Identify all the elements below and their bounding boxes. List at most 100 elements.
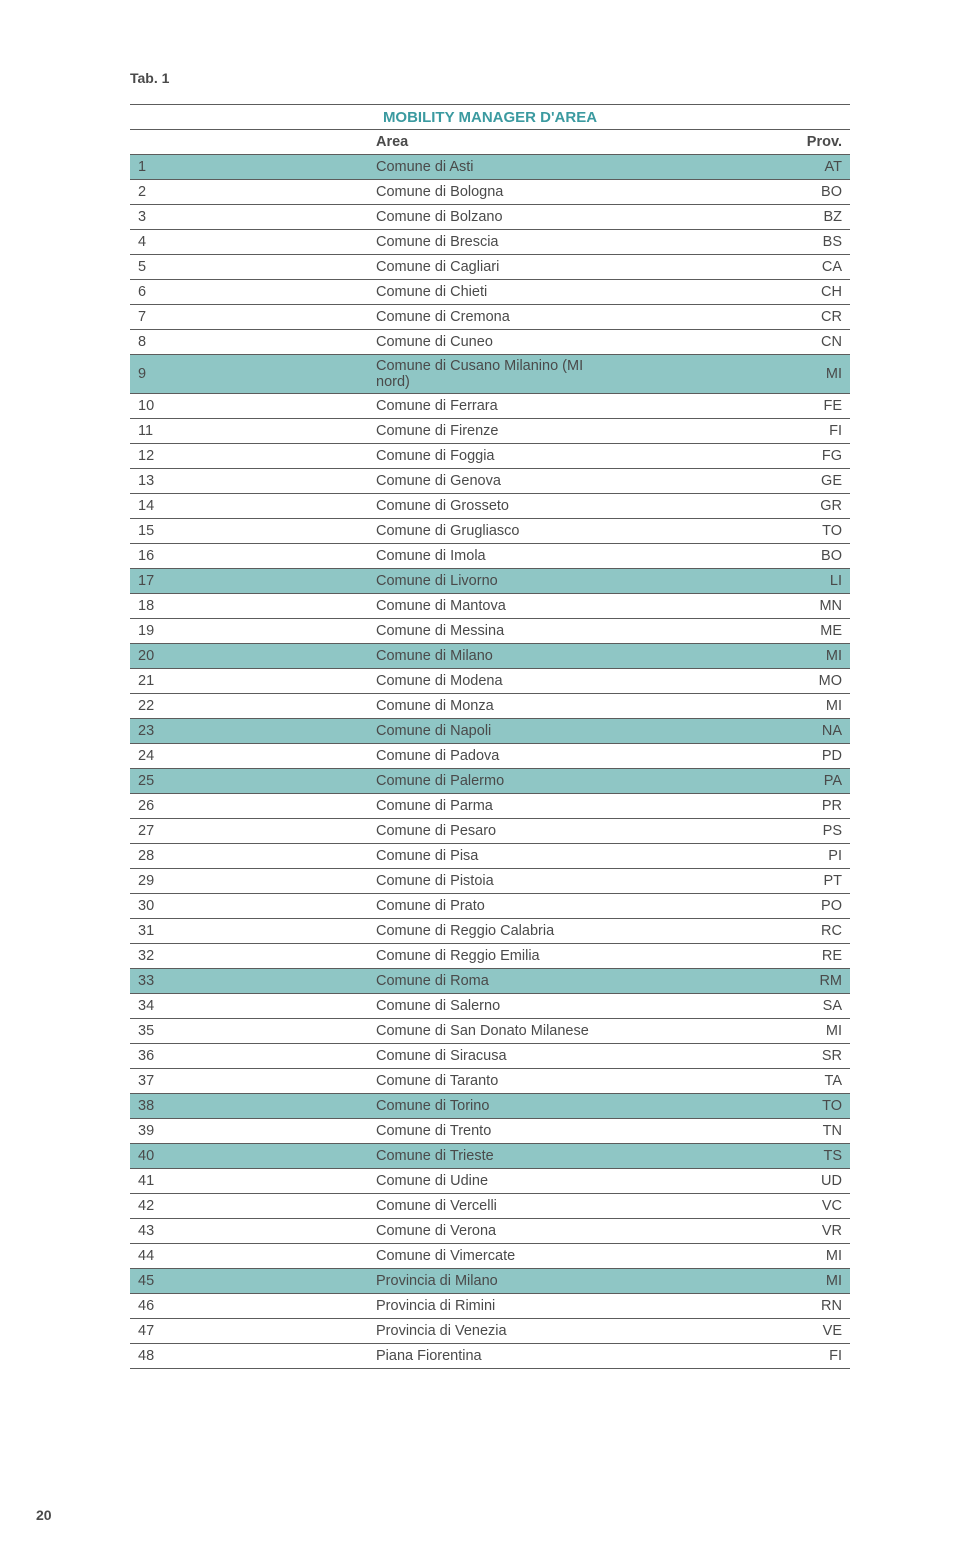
row-number: 32: [130, 944, 370, 969]
row-area: Comune di Asti: [370, 155, 610, 180]
row-prov: CA: [610, 255, 850, 280]
row-area: Comune di Cagliari: [370, 255, 610, 280]
row-prov: PO: [610, 894, 850, 919]
row-area: Comune di Cremona: [370, 305, 610, 330]
row-prov: TA: [610, 1069, 850, 1094]
row-number: 47: [130, 1319, 370, 1344]
table-row: 2Comune di BolognaBO: [130, 180, 850, 205]
row-number: 13: [130, 469, 370, 494]
row-area: Comune di Grugliasco: [370, 519, 610, 544]
row-number: 34: [130, 994, 370, 1019]
row-prov: PT: [610, 869, 850, 894]
row-number: 15: [130, 519, 370, 544]
table-row: 29Comune di PistoiaPT: [130, 869, 850, 894]
row-number: 31: [130, 919, 370, 944]
row-area: Comune di Roma: [370, 969, 610, 994]
row-number: 6: [130, 280, 370, 305]
col-header-prov: Prov.: [610, 130, 850, 155]
row-prov: TO: [610, 1094, 850, 1119]
row-area: Comune di Bologna: [370, 180, 610, 205]
row-prov: MI: [610, 1244, 850, 1269]
table-row: 4Comune di BresciaBS: [130, 230, 850, 255]
table-row: 48Piana FiorentinaFI: [130, 1344, 850, 1369]
row-number: 42: [130, 1194, 370, 1219]
row-number: 36: [130, 1044, 370, 1069]
row-area: Comune di Mantova: [370, 594, 610, 619]
row-prov: TN: [610, 1119, 850, 1144]
table-row: 39Comune di TrentoTN: [130, 1119, 850, 1144]
row-area: Comune di Trento: [370, 1119, 610, 1144]
row-number: 23: [130, 719, 370, 744]
row-prov: FG: [610, 444, 850, 469]
table-header-row: Area Prov.: [130, 130, 850, 155]
table-row: 21Comune di ModenaMO: [130, 669, 850, 694]
table-row: 1Comune di AstiAT: [130, 155, 850, 180]
row-prov: FI: [610, 419, 850, 444]
row-area: Provincia di Milano: [370, 1269, 610, 1294]
table-row: 13Comune di GenovaGE: [130, 469, 850, 494]
row-number: 40: [130, 1144, 370, 1169]
row-prov: RM: [610, 969, 850, 994]
table-row: 41Comune di UdineUD: [130, 1169, 850, 1194]
page-number: 20: [36, 1507, 52, 1523]
row-area: Comune di Padova: [370, 744, 610, 769]
row-prov: RE: [610, 944, 850, 969]
row-area: Comune di Monza: [370, 694, 610, 719]
row-number: 24: [130, 744, 370, 769]
row-prov: FI: [610, 1344, 850, 1369]
table-row: 27Comune di PesaroPS: [130, 819, 850, 844]
row-number: 3: [130, 205, 370, 230]
row-prov: PD: [610, 744, 850, 769]
row-prov: PS: [610, 819, 850, 844]
row-area: Comune di Firenze: [370, 419, 610, 444]
row-area: Comune di Ferrara: [370, 394, 610, 419]
row-area: Comune di Palermo: [370, 769, 610, 794]
row-number: 29: [130, 869, 370, 894]
row-prov: BZ: [610, 205, 850, 230]
row-prov: BO: [610, 544, 850, 569]
row-number: 26: [130, 794, 370, 819]
row-area: Comune di Livorno: [370, 569, 610, 594]
row-prov: RC: [610, 919, 850, 944]
row-number: 38: [130, 1094, 370, 1119]
row-number: 41: [130, 1169, 370, 1194]
table-row: 23Comune di NapoliNA: [130, 719, 850, 744]
row-number: 9: [130, 355, 370, 394]
row-number: 30: [130, 894, 370, 919]
table-row: 8Comune di CuneoCN: [130, 330, 850, 355]
row-area: Comune di Genova: [370, 469, 610, 494]
row-prov: PR: [610, 794, 850, 819]
table-row: 14Comune di GrossetoGR: [130, 494, 850, 519]
table-row: 34Comune di SalernoSA: [130, 994, 850, 1019]
row-prov: NA: [610, 719, 850, 744]
row-area: Comune di San Donato Milanese: [370, 1019, 610, 1044]
row-prov: UD: [610, 1169, 850, 1194]
row-prov: CH: [610, 280, 850, 305]
table-row: 25Comune di PalermoPA: [130, 769, 850, 794]
table-row: 15Comune di GrugliascoTO: [130, 519, 850, 544]
row-area: Comune di Udine: [370, 1169, 610, 1194]
table-row: 37Comune di TarantoTA: [130, 1069, 850, 1094]
table-row: 3Comune di BolzanoBZ: [130, 205, 850, 230]
row-number: 28: [130, 844, 370, 869]
row-area: Comune di Torino: [370, 1094, 610, 1119]
row-area: Comune di Messina: [370, 619, 610, 644]
row-prov: MI: [610, 644, 850, 669]
row-area: Comune di Verona: [370, 1219, 610, 1244]
row-number: 44: [130, 1244, 370, 1269]
row-area: Comune di Vercelli: [370, 1194, 610, 1219]
table-row: 17Comune di LivornoLI: [130, 569, 850, 594]
row-prov: AT: [610, 155, 850, 180]
row-number: 39: [130, 1119, 370, 1144]
row-number: 45: [130, 1269, 370, 1294]
row-prov: RN: [610, 1294, 850, 1319]
table-row: 19Comune di MessinaME: [130, 619, 850, 644]
row-area: Comune di Imola: [370, 544, 610, 569]
row-area: Comune di Foggia: [370, 444, 610, 469]
row-prov: MI: [610, 355, 850, 394]
row-prov: CR: [610, 305, 850, 330]
row-number: 48: [130, 1344, 370, 1369]
table-row: 9Comune di Cusano Milanino (MI nord)MI: [130, 355, 850, 394]
table-row: 16Comune di ImolaBO: [130, 544, 850, 569]
mobility-manager-table: MOBILITY MANAGER D'AREA Area Prov. 1Comu…: [130, 104, 850, 1369]
